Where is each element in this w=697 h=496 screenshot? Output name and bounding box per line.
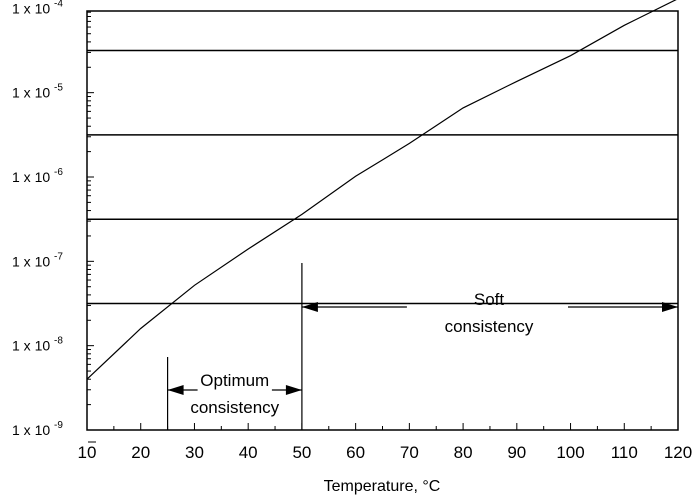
y-tick-base: 1 x 10 (12, 0, 54, 16)
x-tick-label-50: 50 (292, 443, 311, 462)
plot-frame-group (86, 10, 679, 431)
soft-arrow-right-head (662, 302, 678, 312)
y-tick-base: 1 x 10 (12, 85, 54, 101)
y-tick-label: 1 x 10 -9 (12, 420, 63, 438)
y-tick-label: 1 x 10 -8 (12, 336, 63, 354)
y-tick-exponent: -5 (54, 83, 63, 94)
plot-frame (86, 10, 679, 431)
x-tick-label-110: 110 (611, 443, 638, 462)
y-tick-exponent: -4 (54, 0, 63, 9)
soft-label-line-0: Soft (474, 290, 505, 309)
x-tick-label-100: 100 (556, 443, 584, 462)
x-axis-label: Temperature, °C (324, 478, 441, 495)
x-tick-label-90: 90 (507, 443, 526, 462)
optimum-label-line-0: Optimum (200, 371, 269, 390)
annotations: Optimum consistency Soft consistency (166, 263, 678, 430)
optimum-arrow-left-head (167, 385, 184, 395)
y-tick-label: 1 x 10 -6 (12, 167, 63, 185)
y-tick-label: 1 x 10 -4 (12, 0, 63, 16)
x-tick-label-70: 70 (400, 443, 419, 462)
y-tick-exponent: -7 (54, 251, 63, 262)
minor-y-ticks (87, 11, 94, 431)
x-tick-label-10: 10 (78, 443, 97, 462)
y-tick-label: 1 x 10 -7 (12, 251, 63, 269)
y-tick-base: 1 x 10 (12, 422, 54, 438)
x-tick-label-20: 20 (131, 443, 150, 462)
y-tick-exponent: -9 (54, 420, 63, 431)
x-tick-label-40: 40 (239, 443, 258, 462)
x-tick-label-60: 60 (346, 443, 365, 462)
grid-lines (87, 49, 678, 305)
y-tick-base: 1 x 10 (12, 338, 54, 354)
y-tick-label: 1 x 10 -5 (12, 83, 63, 101)
series-line-0 (86, 0, 677, 380)
y-tick-exponent: -6 (54, 167, 63, 178)
y-tick-base: 1 x 10 (12, 169, 54, 185)
series (86, 0, 677, 380)
y-tick-base: 1 x 10 (12, 253, 54, 269)
y-axis-ticks: 1 x 10 -91 x 10 -81 x 10 -71 x 10 -61 x … (12, 0, 96, 443)
soft-label-line-1: consistency (445, 317, 534, 336)
x-tick-label-80: 80 (454, 443, 473, 462)
soft-arrow-left-head (301, 302, 318, 312)
x-axis-ticks: 10 20 30 40 50 60 70 80 90 100 110 120 (78, 423, 692, 462)
x-tick-label-30: 30 (185, 443, 204, 462)
x-tick-label-120: 120 (664, 443, 692, 462)
y-tick-exponent: -8 (54, 336, 63, 347)
optimum-arrow-right-head (285, 385, 302, 395)
optimum-label-line-1: consistency (190, 398, 279, 417)
